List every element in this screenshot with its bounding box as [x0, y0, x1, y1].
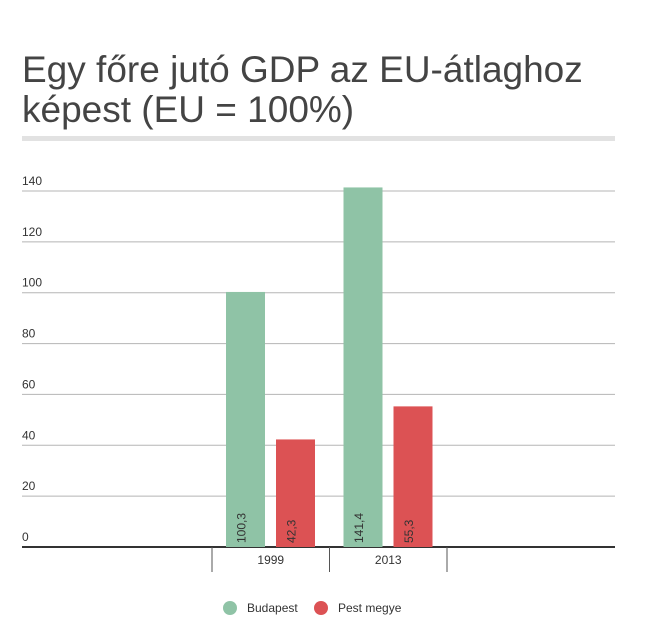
chart-title: képest (EU = 100%) — [22, 89, 354, 130]
legend-swatch — [223, 601, 237, 615]
chart-title: Egy főre jutó GDP az EU-átlaghoz — [22, 49, 583, 90]
legend-label: Budapest — [247, 601, 298, 615]
value-label: 42,3 — [285, 519, 299, 543]
x-tick-label: 2013 — [375, 553, 402, 567]
bar — [343, 187, 383, 547]
value-label: 141,4 — [352, 513, 366, 543]
x-tick-label: 1999 — [257, 553, 284, 567]
legend-label: Pest megye — [338, 601, 402, 615]
value-label: 100,3 — [235, 513, 249, 543]
value-label: 55,3 — [402, 519, 416, 543]
bar — [276, 439, 315, 547]
y-tick-label: 100 — [22, 276, 42, 290]
y-tick-label: 60 — [22, 377, 36, 391]
y-tick-label: 0 — [22, 530, 29, 544]
bar — [226, 291, 265, 547]
bar — [393, 406, 433, 547]
y-tick-label: 120 — [22, 225, 42, 239]
y-tick-label: 140 — [22, 174, 42, 188]
y-tick-label: 80 — [22, 327, 36, 341]
legend-swatch — [314, 601, 328, 615]
y-tick-label: 20 — [22, 479, 36, 493]
title-rule — [22, 136, 615, 141]
y-tick-label: 40 — [22, 428, 36, 442]
